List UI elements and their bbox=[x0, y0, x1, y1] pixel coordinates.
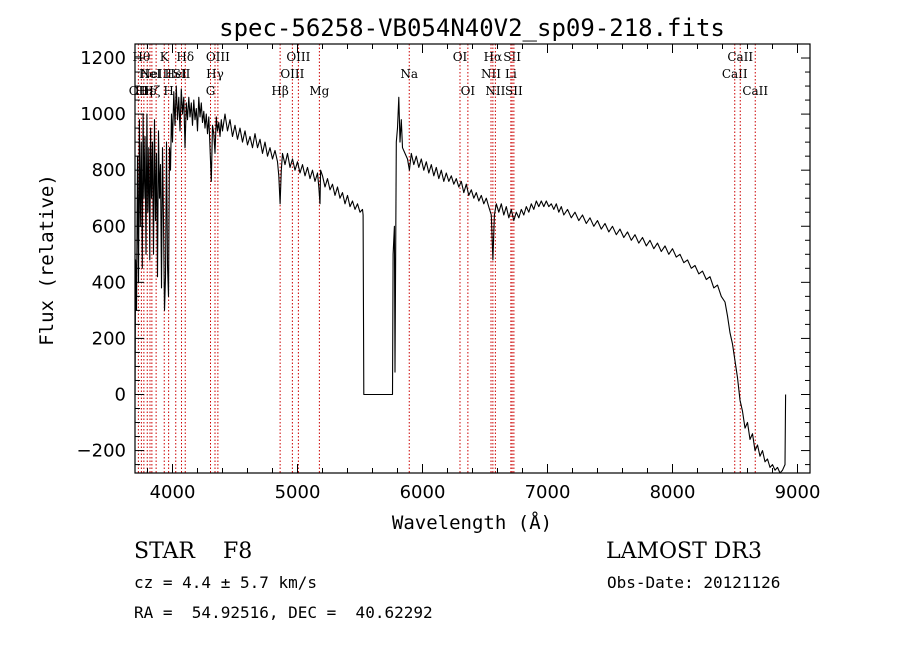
line-marker-label: Li bbox=[505, 67, 517, 81]
x-tick-label: 6000 bbox=[400, 482, 446, 503]
line-marker-label: G bbox=[206, 84, 216, 98]
plot-frame bbox=[134, 43, 811, 474]
line-marker-label: NII bbox=[481, 67, 501, 81]
x-tick-label: 8000 bbox=[650, 482, 696, 503]
line-marker-label: SII bbox=[505, 84, 523, 98]
axes: 4000 5000 6000 7000 8000 9000 −200 0 200 400 600 80… bbox=[77, 43, 821, 503]
spectrum-line bbox=[134, 85, 787, 474]
y-tick-label: 400 bbox=[92, 272, 126, 293]
line-marker-label: Mg bbox=[309, 84, 329, 98]
line-marker-label: HeI bbox=[165, 67, 188, 81]
line-marker-label: SII bbox=[503, 50, 521, 64]
survey-name: LAMOST DR3 bbox=[606, 539, 762, 564]
y-tick-label: 1200 bbox=[80, 48, 126, 69]
x-tick-label: 9000 bbox=[775, 482, 821, 503]
line-marker-label: CaII bbox=[742, 84, 768, 98]
line-marker-label: OIII bbox=[280, 67, 304, 81]
line-marker-label: SII bbox=[173, 67, 191, 81]
y-tick-label: 0 bbox=[115, 384, 126, 405]
y-tick-label: 1000 bbox=[80, 104, 126, 125]
line-marker-label: K bbox=[160, 50, 170, 64]
line-marker-label: Na bbox=[400, 67, 418, 81]
x-tick-label: 5000 bbox=[275, 482, 321, 503]
line-marker-label: Hη bbox=[135, 84, 153, 98]
line-marker-label: OI bbox=[461, 84, 476, 98]
y-tick-label: 800 bbox=[92, 160, 126, 181]
line-marker-label: HeI bbox=[139, 67, 162, 81]
y-tick-label: 200 bbox=[92, 328, 126, 349]
line-markers: OIIHθHηHεHeIHζNeIIIKHHeISIIHδGHγOIIIHβOI… bbox=[129, 44, 768, 473]
y-tick-label: −200 bbox=[77, 441, 126, 462]
x-tick-label: 4000 bbox=[150, 482, 196, 503]
line-marker-label: Hδ bbox=[176, 50, 194, 64]
x-axis-label: Wavelength (Å) bbox=[392, 511, 552, 534]
line-marker-label: Hγ bbox=[206, 67, 224, 81]
spectrum-data bbox=[134, 85, 787, 474]
object-class: STAR F8 bbox=[134, 539, 253, 564]
sky-coordinates: RA = 54.92516, DEC = 40.62292 bbox=[134, 603, 433, 622]
x-tick-label: 7000 bbox=[525, 482, 571, 503]
line-marker-label: Hα bbox=[484, 50, 503, 64]
line-marker-label: NeIII bbox=[140, 67, 172, 81]
line-marker-label: OI bbox=[453, 50, 468, 64]
line-marker-label: CaII bbox=[722, 67, 748, 81]
line-marker-label: H bbox=[163, 84, 173, 98]
y-tick-label: 600 bbox=[92, 216, 126, 237]
line-marker-label: Hβ bbox=[271, 84, 288, 98]
line-marker-label: Hζ bbox=[143, 84, 160, 98]
line-marker-label: CaII bbox=[727, 50, 753, 64]
line-marker-label: OIII bbox=[286, 50, 310, 64]
redshift-velocity: cz = 4.4 ± 5.7 km/s bbox=[134, 573, 318, 592]
chart-title: spec-56258-VB054N40V2_sp09-218.fits bbox=[219, 14, 725, 42]
observation-date: Obs-Date: 20121126 bbox=[607, 573, 781, 592]
line-marker-label: OIII bbox=[206, 50, 230, 64]
line-marker-label: NII bbox=[485, 84, 505, 98]
y-axis-label: Flux (relative) bbox=[36, 174, 58, 346]
line-marker-label: Hθ bbox=[133, 50, 151, 64]
